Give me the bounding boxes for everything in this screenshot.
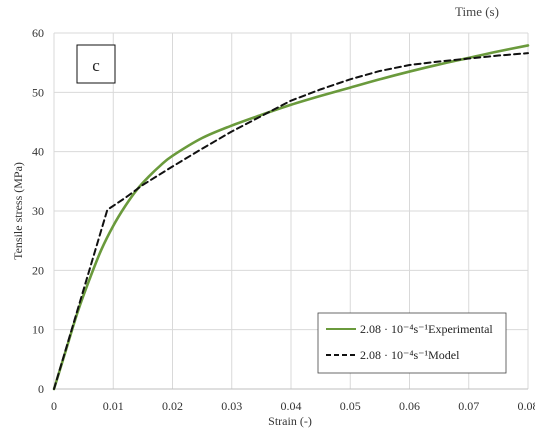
panel-label: c — [92, 56, 100, 75]
panel-label-frame — [76, 44, 116, 84]
series-model-line — [53, 52, 529, 390]
x-tick-labels: 0 0.01 0.02 0.03 0.04 0.05 0.06 0.07 0.08 — [51, 399, 535, 413]
y-tick-label: 20 — [32, 263, 44, 277]
x-tick-label: 0.03 — [221, 399, 242, 413]
panel-label-box: c — [76, 44, 116, 84]
y-tick-labels: 0 10 20 30 40 50 60 — [32, 26, 44, 396]
x-axis-title: Strain (-) — [268, 414, 312, 428]
y-tick-label: 10 — [32, 323, 44, 337]
axes — [53, 33, 528, 390]
series-group — [52, 44, 530, 391]
legend-label-model: 2.08 · 10⁻⁴s⁻¹Model — [360, 348, 460, 362]
y-tick-label: 50 — [32, 85, 44, 99]
y-tick-label: 40 — [32, 145, 44, 159]
x-tick-label: 0.04 — [281, 399, 302, 413]
y-tick-label: 0 — [38, 382, 44, 396]
series-experimental-line — [52, 44, 530, 391]
x-tick-label: 0.05 — [340, 399, 361, 413]
x-tick-label: 0.08 — [518, 399, 535, 413]
x-tick-label: 0.02 — [162, 399, 183, 413]
y-axis-title: Tensile stress (MPa) — [11, 162, 25, 260]
cropped-top-label: Time (s) — [455, 4, 499, 19]
legend-label-experimental: 2.08 · 10⁻⁴s⁻¹Experimental — [360, 322, 493, 336]
legend: 2.08 · 10⁻⁴s⁻¹Experimental 2.08 · 10⁻⁴s⁻… — [317, 312, 507, 374]
y-tick-label: 60 — [32, 26, 44, 40]
legend-frame — [317, 312, 507, 374]
x-tick-label: 0 — [51, 399, 57, 413]
x-tick-label: 0.06 — [399, 399, 420, 413]
x-tick-label: 0.01 — [103, 399, 124, 413]
x-tick-label: 0.07 — [458, 399, 479, 413]
y-tick-label: 30 — [32, 204, 44, 218]
